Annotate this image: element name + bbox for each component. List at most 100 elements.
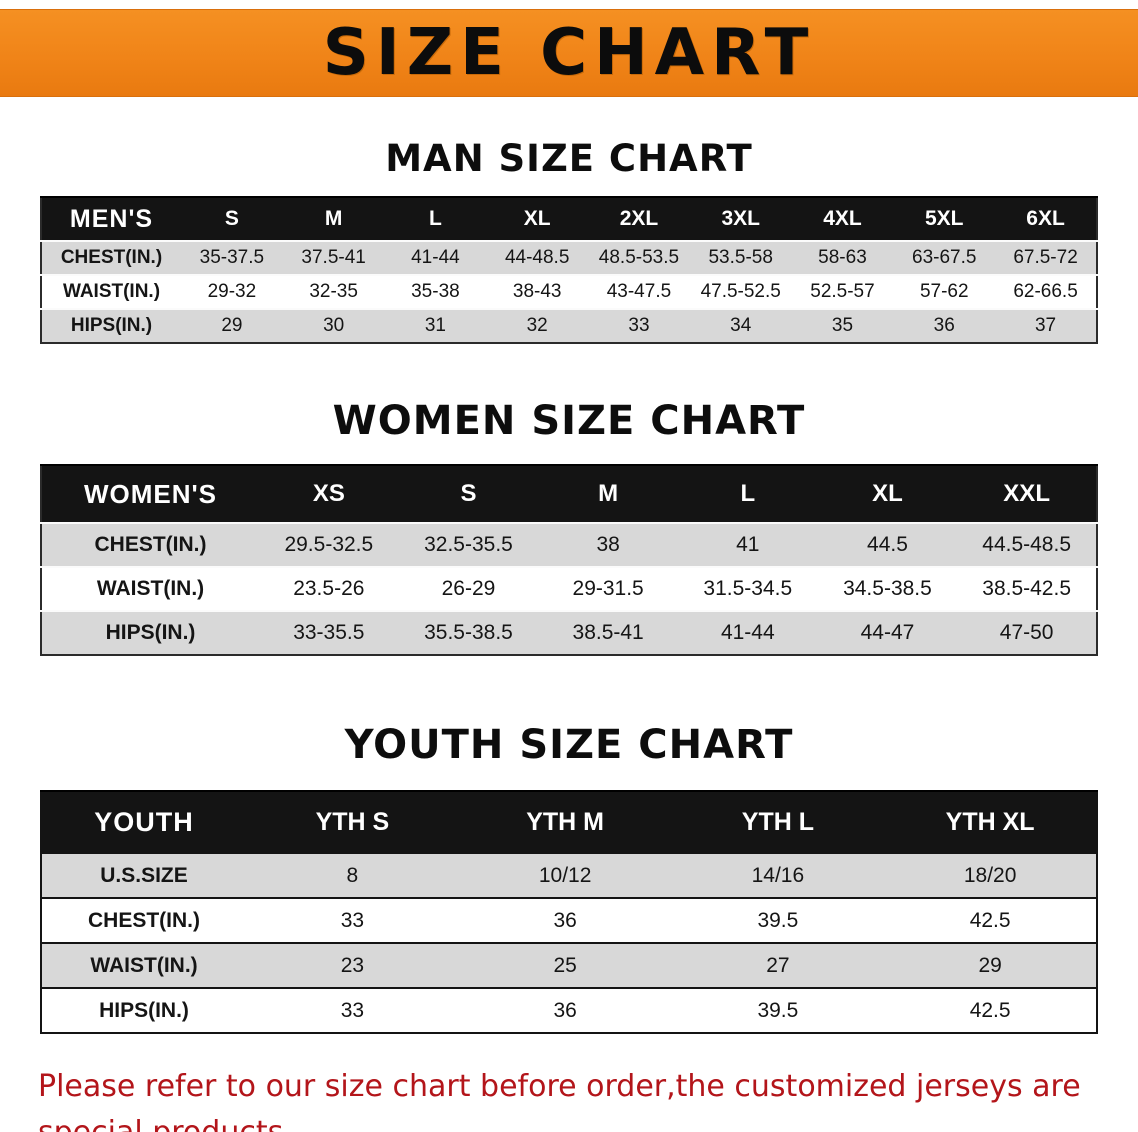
table-cell: 63-67.5: [912, 247, 977, 268]
row-label: CHEST(IN.): [88, 908, 200, 932]
table-row: CHEST(IN.) 29.5-32.5 32.5-35.5 38 41 44.5 44.5…: [41, 523, 1097, 567]
men-size-table: MEN'S S M L XL 2XL 3XL 4XL 5XL 6XL CHEST(IN.) 35-37…: [40, 196, 1098, 344]
table-cell: 34.5-38.5: [843, 577, 932, 600]
table-cell: 44-48.5: [504, 247, 570, 268]
table-cell: 32.5-35.5: [424, 533, 513, 556]
table-cell: 35-37.5: [199, 247, 265, 268]
table-cell: 10/12: [538, 863, 592, 887]
table-row: HIPS(IN.) 33-35.5 35.5-38.5 38.5-41 41-44 44-…: [41, 611, 1097, 655]
table-cell: 52.5-57: [810, 281, 875, 302]
table-cell: 67.5-72: [1013, 247, 1078, 268]
table-cell: 44-47: [860, 621, 915, 644]
size-column-header: YTH XL: [884, 790, 1097, 853]
table-cell: 53.5-58: [708, 247, 773, 268]
table-cell: 58-63: [818, 247, 867, 268]
table-cell: 37: [1034, 315, 1057, 336]
size-column-header: L: [677, 464, 818, 523]
table-cell: 42.5: [969, 998, 1011, 1022]
table-cell: 43-47.5: [606, 281, 672, 302]
row-label: U.S.SIZE: [100, 863, 188, 887]
table-cell: 18/20: [963, 863, 1017, 887]
table-cell: 38: [596, 533, 620, 556]
table-cell: 14/16: [751, 863, 805, 887]
size-column-header: YTH S: [246, 790, 459, 853]
women-size-chart-heading: WOMEN SIZE CHART: [332, 398, 806, 444]
table-cell: 44.5: [867, 533, 908, 556]
row-label: HIPS(IN.): [70, 315, 153, 336]
table-cell: 36: [553, 908, 577, 932]
table-cell: 29-31.5: [572, 577, 644, 600]
table-cell: 36: [933, 315, 955, 336]
table-cell: 41-44: [720, 621, 775, 644]
table-cell: 38.5-42.5: [982, 577, 1072, 600]
table-cell: 36: [553, 998, 577, 1022]
table-cell: 35-38: [411, 281, 460, 302]
table-cell: 25: [553, 953, 577, 977]
table-cell: 39.5: [757, 908, 799, 932]
table-row: CHEST(IN.) 33 36 39.5 42.5: [41, 898, 1097, 943]
row-label: HIPS(IN.): [105, 621, 196, 644]
size-column-header: XL: [817, 464, 958, 523]
size-column-header: M: [538, 464, 678, 523]
table-cell: 33-35.5: [293, 621, 365, 644]
table-cell: 23: [340, 953, 365, 977]
table-row: U.S.SIZE 8 10/12 14/16 18/20: [41, 853, 1097, 898]
size-column-header: 4XL: [791, 196, 894, 241]
table-cell: 29: [221, 315, 243, 336]
table-cell: 35: [831, 315, 854, 336]
table-corner-label: MEN'S: [41, 196, 181, 241]
table-cell: 30: [323, 315, 345, 336]
table-cell: 32: [526, 315, 548, 336]
table-cell: 41-44: [411, 247, 460, 268]
table-cell: 41: [736, 533, 760, 556]
row-label: CHEST(IN.): [60, 247, 163, 268]
table-cell: 29: [978, 953, 1002, 977]
table-cell: 29-32: [207, 281, 257, 302]
size-column-header: YTH M: [458, 790, 672, 853]
table-cell: 27: [766, 953, 790, 977]
table-cell: 26-29: [441, 577, 496, 600]
table-cell: 42.5: [969, 908, 1011, 932]
table-cell: 47.5-52.5: [700, 281, 781, 302]
table-cell: 33: [340, 998, 365, 1022]
size-column-header: YTH L: [671, 790, 885, 853]
table-cell: 31: [424, 315, 446, 336]
table-cell: 38-43: [512, 281, 562, 302]
row-label: WAIST(IN.): [90, 953, 198, 977]
table-header-row: WOMEN'S XS S M L XL XXL: [41, 464, 1097, 523]
table-cell: 35.5-38.5: [424, 621, 513, 644]
size-column-header: 3XL: [689, 196, 792, 241]
table-cell: 38.5-41: [572, 621, 644, 644]
table-row: HIPS(IN.) 33 36 39.5 42.5: [41, 988, 1097, 1033]
table-cell: 31.5-34.5: [703, 577, 793, 600]
table-cell: 47-50: [999, 621, 1054, 644]
size-column-header: M: [282, 196, 385, 241]
table-cell: 48.5-53.5: [598, 247, 680, 268]
table-cell: 23.5-26: [293, 577, 365, 600]
size-column-header: XS: [259, 464, 399, 523]
table-cell: 62-66.5: [1013, 281, 1078, 302]
row-label: CHEST(IN.): [94, 533, 207, 556]
table-corner-label: YOUTH: [41, 790, 246, 853]
row-label: WAIST(IN.): [96, 577, 205, 600]
table-row: WAIST(IN.) 23 25 27 29: [41, 943, 1097, 988]
size-column-header: S: [398, 464, 539, 523]
size-column-header: 6XL: [995, 196, 1097, 241]
table-cell: 34: [730, 315, 752, 336]
table-header-row: MEN'S S M L XL 2XL 3XL 4XL 5XL 6XL: [41, 196, 1097, 241]
table-row: WAIST(IN.) 23.5-26 26-29 29-31.5 31.5-34.5 34…: [41, 567, 1097, 611]
table-cell: 57-62: [919, 281, 969, 302]
table-cell: 32-35: [309, 281, 358, 302]
size-column-header: 5XL: [893, 196, 996, 241]
disclaimer-line-1: Please refer to our size chart before or…: [38, 1069, 1081, 1132]
youth-size-chart-heading: YOUTH SIZE CHART: [344, 722, 794, 768]
women-size-table: WOMEN'S XS S M L XL XXL CHEST(IN.) 29.5-32.5 32.5…: [40, 464, 1098, 656]
size-column-header: S: [181, 196, 283, 241]
banner-title: SIZE CHART: [322, 16, 816, 90]
table-cell: 29.5-32.5: [284, 533, 374, 556]
table-corner-label: WOMEN'S: [41, 464, 259, 523]
table-cell: 33: [340, 908, 365, 932]
youth-size-table: YOUTH YTH S YTH M YTH L YTH XL U.S.SIZE 8 10/12…: [40, 790, 1098, 1034]
row-label: WAIST(IN.): [62, 281, 161, 302]
size-column-header: L: [384, 196, 487, 241]
